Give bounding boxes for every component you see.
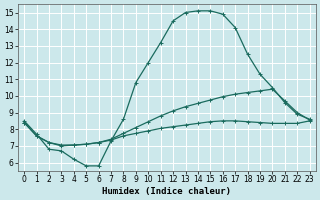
X-axis label: Humidex (Indice chaleur): Humidex (Indice chaleur) xyxy=(102,187,231,196)
